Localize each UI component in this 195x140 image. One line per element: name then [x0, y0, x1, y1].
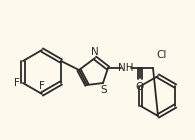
Text: S: S: [101, 85, 107, 95]
Text: N: N: [91, 47, 99, 57]
Text: NH: NH: [118, 63, 134, 73]
Text: Cl: Cl: [156, 50, 166, 60]
Text: F: F: [14, 78, 20, 88]
Text: F: F: [39, 81, 45, 91]
Text: O: O: [136, 82, 144, 92]
